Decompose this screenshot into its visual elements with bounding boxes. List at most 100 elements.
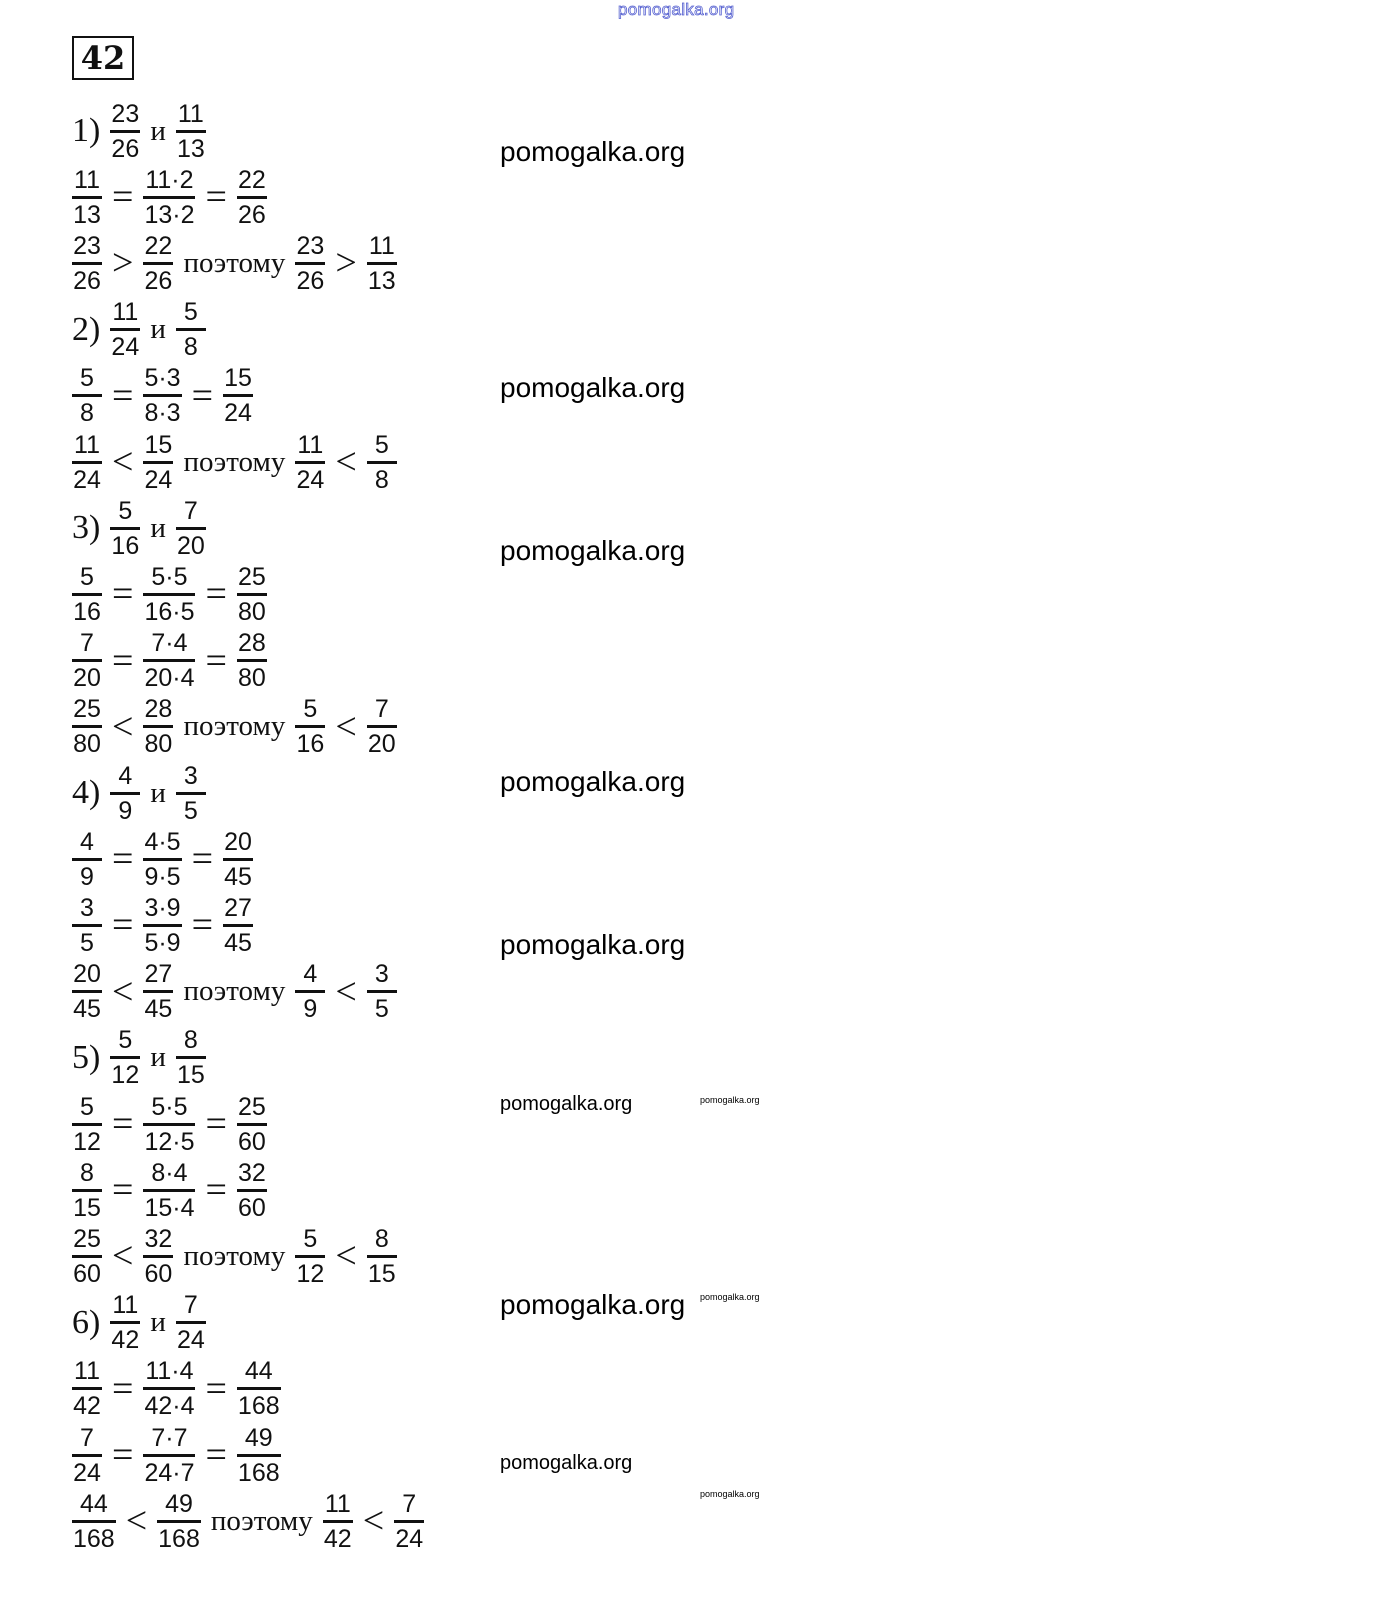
denominator: 5·9 [144, 928, 181, 957]
fraction-bar [394, 1519, 425, 1523]
numerator: 7 [80, 1423, 94, 1452]
operator: < [112, 705, 134, 748]
denominator: 42 [323, 1524, 352, 1553]
word: поэтому [183, 1239, 286, 1272]
solution-line: 4 9 = 4·5 9·5 = 20 45 [72, 827, 254, 891]
numerator: 3 [80, 893, 94, 922]
word: поэтому [183, 445, 286, 478]
numerator: 11 [112, 298, 139, 327]
denominator: 9 [118, 796, 133, 825]
denominator: 12 [111, 1061, 140, 1090]
numerator: 20 [224, 827, 252, 856]
fraction-bar [295, 990, 326, 994]
operator: < [362, 1500, 385, 1543]
fraction: 49 168 [157, 1490, 201, 1553]
fraction: 23 26 [295, 232, 326, 295]
solution-line: 11 42 = 11·4 42·4 = 44 168 [72, 1357, 281, 1421]
numerator: 49 [244, 1423, 273, 1452]
fraction-bar [223, 923, 254, 927]
denominator: 80 [73, 730, 101, 759]
fraction-bar [366, 990, 397, 994]
denominator: 5 [183, 796, 198, 825]
solution-line: 6) 11 42 и 7 24 [72, 1291, 206, 1355]
fraction: 5 12 [295, 1224, 326, 1288]
solution-line: 1) 23 26 и 11 13 [72, 99, 206, 163]
denominator: 5 [374, 995, 389, 1024]
denominator: 13 [367, 266, 396, 295]
denominator: 24 [176, 1326, 205, 1355]
numerator: 5 [118, 1026, 133, 1055]
fraction-bar [110, 791, 141, 795]
fraction-bar [143, 460, 174, 464]
fraction-bar [110, 328, 141, 332]
solution-line: 4) 4 9 и 3 5 [72, 761, 206, 825]
numerator: 32 [144, 1224, 173, 1253]
fraction-bar [72, 659, 102, 663]
word: и [150, 114, 166, 147]
fraction-bar [157, 1519, 201, 1523]
fraction: 5·5 12·5 [143, 1093, 196, 1156]
numerator: 27 [224, 893, 252, 922]
fraction-bar [72, 1387, 102, 1391]
solution-line: 5 8 = 5·3 8·3 = 15 24 [72, 364, 254, 428]
fraction: 15 24 [143, 431, 174, 494]
fraction: 44 168 [236, 1357, 281, 1420]
numerator: 5 [303, 1224, 318, 1253]
numerator: 28 [144, 695, 173, 724]
fraction: 11 24 [110, 298, 141, 361]
item-label: 5) [72, 1038, 101, 1076]
fraction-bar [143, 261, 174, 265]
denominator: 24 [395, 1524, 424, 1553]
numerator: 3·9 [144, 893, 181, 922]
numerator: 11·4 [145, 1357, 194, 1386]
operator: = [191, 374, 214, 417]
denominator: 16 [73, 597, 101, 626]
fraction-bar [366, 261, 397, 265]
solution-line: 5) 5 12 и 8 15 [72, 1026, 206, 1090]
solution-line: 3 5 = 3·9 5·9 = 27 45 [72, 893, 254, 957]
fraction: 5 16 [295, 695, 326, 758]
denominator: 12·5 [144, 1127, 195, 1156]
watermark: pomogalka.org [500, 1093, 633, 1115]
denominator: 9·5 [144, 862, 181, 891]
operator: = [112, 838, 134, 881]
solution-line: 3) 5 16 и 7 20 [72, 496, 206, 560]
denominator: 16·5 [144, 597, 195, 626]
denominator: 24 [296, 465, 325, 494]
denominator: 24 [144, 465, 173, 494]
denominator: 15 [73, 1193, 101, 1222]
denominator: 20·4 [144, 664, 195, 693]
numerator: 8 [183, 1026, 198, 1055]
fraction-bar [223, 394, 254, 398]
numerator: 4 [303, 960, 318, 989]
denominator: 24 [73, 1458, 101, 1487]
numerator: 15 [224, 364, 252, 393]
denominator: 42 [73, 1392, 101, 1421]
numerator: 49 [165, 1489, 193, 1518]
item-label: 2) [72, 310, 101, 348]
numerator: 28 [238, 629, 266, 658]
numerator: 3 [183, 761, 198, 790]
fraction: 22 26 [143, 232, 174, 295]
fraction-bar [175, 328, 206, 332]
denominator: 20 [73, 664, 101, 693]
fraction: 23 26 [110, 100, 141, 163]
numerator: 11 [112, 1291, 139, 1320]
numerator: 3 [374, 960, 389, 989]
fraction: 7·7 24·7 [143, 1424, 196, 1487]
watermark: pomogalka.org [500, 136, 686, 167]
fraction: 28 80 [143, 695, 174, 758]
fraction: 25 60 [72, 1225, 102, 1288]
denominator: 45 [224, 862, 252, 891]
denominator: 13·2 [144, 200, 195, 229]
numerator: 5·5 [151, 562, 188, 591]
fraction-bar [236, 1188, 267, 1192]
denominator: 20 [367, 730, 396, 759]
operator: = [205, 1434, 227, 1476]
fraction: 8 15 [72, 1159, 102, 1222]
numerator: 25 [238, 1092, 266, 1121]
fraction: 4·5 9·5 [143, 828, 182, 891]
fraction-bar [143, 857, 182, 861]
